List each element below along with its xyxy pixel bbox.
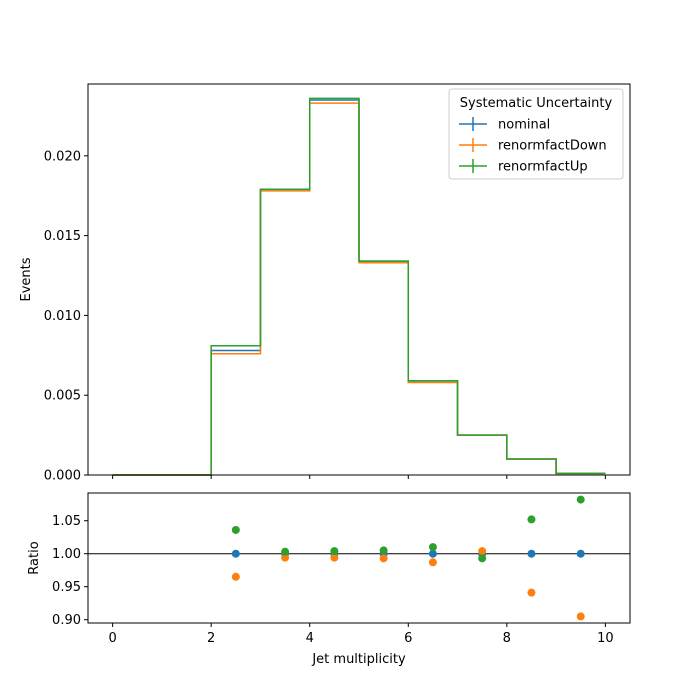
ratio-y-ticks: 0.90 0.95 1.00 1.05	[52, 514, 88, 628]
x-tick-label: 4	[306, 631, 314, 646]
ratio-point-renormfactUp	[330, 547, 339, 556]
ratio-point-renormfactDown	[576, 612, 585, 621]
main-y-ticks: 0.000 0.005 0.010 0.015 0.020	[44, 149, 88, 484]
ratio-plot-panel: 0.90 0.95 1.00 1.05 0 2 4 6 8 10 Ratio Jet multi…	[27, 492, 631, 667]
x-axis-label: Jet multiplicity	[311, 652, 406, 667]
x-tick-label: 2	[207, 631, 215, 646]
legend: Systematic Uncertainty nominal renormfact…	[448, 88, 624, 180]
ratio-y-tick-label: 0.90	[52, 613, 81, 628]
ratio-point-renormfactDown	[281, 553, 290, 562]
ratio-point-renormfactUp	[478, 554, 487, 563]
ratio-y-axis-label: Ratio	[27, 541, 42, 574]
ratio-point-renormfactDown	[527, 588, 536, 597]
main-y-tick-label: 0.000	[44, 469, 81, 484]
ratio-point-renormfactDown	[428, 558, 437, 567]
ratio-point-renormfactDown	[478, 547, 487, 556]
main-y-tick-label: 0.010	[44, 309, 81, 324]
legend-title: Systematic Uncertainty	[460, 96, 613, 111]
x-tick-label: 6	[404, 631, 412, 646]
main-series-group	[112, 97, 606, 476]
ratio-point-nominal	[428, 549, 437, 558]
main-y-tick-label: 0.020	[44, 149, 81, 164]
ratio-point-renormfactUp	[379, 546, 388, 555]
main-y-axis-label: Events	[19, 257, 34, 301]
ratio-y-tick-label: 0.95	[52, 580, 81, 595]
main-plot-frame	[87, 83, 631, 476]
ratio-x-ticks: 0 2 4 6 8 10	[108, 623, 614, 646]
ratio-points-group	[231, 495, 585, 621]
ratio-point-nominal	[576, 549, 585, 558]
legend-label-nominal: nominal	[498, 118, 550, 133]
ratio-point-nominal	[527, 549, 536, 558]
x-tick-label: 0	[108, 631, 116, 646]
ratio-plot-frame	[87, 492, 631, 624]
ratio-point-renormfactDown	[379, 554, 388, 563]
ratio-y-tick-label: 1.05	[52, 514, 81, 529]
main-x-ticks	[112, 475, 606, 479]
series-step-line-renormfactUp	[112, 97, 606, 476]
legend-label-renormfactDown: renormfactDown	[498, 139, 607, 154]
ratio-point-renormfactDown	[330, 553, 339, 562]
ratio-point-renormfactUp	[231, 525, 240, 534]
ratio-point-renormfactDown	[231, 572, 240, 581]
ratio-point-nominal	[231, 549, 240, 558]
ratio-point-renormfactUp	[527, 515, 536, 524]
ratio-point-renormfactUp	[281, 547, 290, 556]
main-y-tick-label: 0.005	[44, 389, 81, 404]
main-y-tick-label: 0.015	[44, 229, 81, 244]
main-plot-panel: 0.000 0.005 0.010 0.015 0.020 Events	[19, 83, 631, 484]
x-tick-label: 8	[503, 631, 511, 646]
legend-label-renormfactUp: renormfactUp	[498, 160, 588, 175]
legend-box	[448, 88, 624, 180]
legend-entries: nominal renormfactDown renormfactUp	[459, 117, 607, 175]
ratio-point-renormfactUp	[428, 543, 437, 552]
ratio-y-tick-label: 1.00	[52, 547, 81, 562]
ratio-point-renormfactUp	[576, 495, 585, 504]
x-tick-label: 10	[597, 631, 614, 646]
